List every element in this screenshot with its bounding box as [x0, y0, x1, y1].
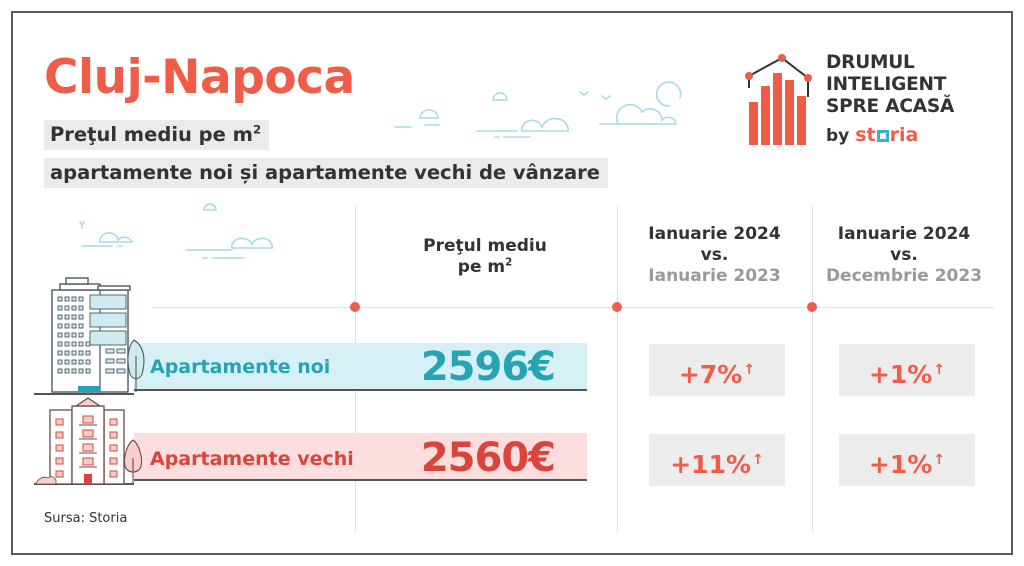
change-yoy-new: +7%↑	[649, 344, 785, 396]
change-value: +1%	[868, 360, 933, 389]
change-yoy-old: +11%↑	[649, 434, 785, 486]
subtitle-price-text: Preţul mediu pe m	[50, 123, 253, 146]
ground-line	[34, 393, 134, 395]
change-value: +7%	[678, 360, 743, 389]
column-header-line: vs.	[700, 245, 729, 265]
arrow-up-icon: ↑	[752, 452, 764, 468]
storia-brand: st ria	[855, 124, 918, 146]
column-header-mom: Ianuarie 2024 vs. Decembrie 2023	[812, 224, 996, 287]
bar-chart-house-icon	[745, 54, 812, 145]
column-header-line: pe m2	[385, 257, 585, 278]
row-label-old: Apartamente vechi	[150, 448, 354, 470]
column-header-price: Preţul mediu pe m2	[385, 236, 585, 278]
superscript: 2	[505, 257, 513, 269]
column-header-line: Preţul mediu	[423, 236, 547, 256]
logo-wordmark: DRUMUL INTELIGENT SPRE ACASĂ	[826, 52, 954, 118]
source-note: Sursa: Storia	[44, 511, 128, 526]
column-header-line: Ianuarie 2024	[837, 224, 971, 244]
subtitle-description: apartamente noi și apartamente vechi de …	[44, 158, 609, 188]
storia-suffix: ria	[889, 124, 919, 146]
row-bar-new	[134, 343, 587, 391]
column-header-text: pe m	[457, 257, 506, 277]
row-label-new: Apartamente noi	[150, 356, 331, 378]
logo-by-storia: by st ria	[826, 124, 918, 146]
column-divider-3	[812, 206, 813, 532]
divider-dot	[350, 302, 360, 312]
column-header-line: vs.	[890, 245, 918, 265]
column-header-line: Ianuarie 2023	[648, 266, 781, 286]
logo-line-3: SPRE ACASĂ	[826, 96, 955, 117]
old-building-icon	[35, 397, 143, 485]
divider-dot	[807, 302, 817, 312]
superscript: 2	[252, 122, 262, 137]
change-mom-old: +1%↑	[839, 434, 975, 486]
price-new: 2596€	[420, 344, 556, 390]
column-header-yoy: Ianuarie 2024 vs. Ianuarie 2023	[617, 224, 812, 287]
column-divider-2	[617, 206, 618, 532]
change-mom-new: +1%↑	[839, 344, 975, 396]
column-header-line: Ianuarie 2024	[648, 224, 781, 244]
city-title: Cluj-Napoca	[44, 50, 355, 105]
arrow-up-icon: ↑	[743, 362, 756, 378]
logo-line-1: DRUMUL	[826, 52, 915, 73]
storia-o-icon	[876, 130, 889, 142]
row-bar-old	[134, 433, 587, 481]
modern-building-icon	[51, 277, 145, 393]
price-old: 2560€	[420, 435, 556, 481]
change-value: +11%	[670, 450, 752, 479]
change-value: +1%	[868, 450, 933, 479]
column-header-line: Decembrie 2023	[825, 266, 983, 286]
divider-dot	[612, 302, 622, 312]
logo-line-2: INTELIGENT	[826, 74, 947, 95]
arrow-up-icon: ↑	[933, 362, 946, 378]
storia-prefix: st	[855, 124, 876, 146]
logo-by-text: by	[826, 126, 850, 146]
subtitle-price: Preţul mediu pe m2	[44, 120, 270, 150]
header-divider	[152, 307, 994, 308]
arrow-up-icon: ↑	[933, 452, 946, 468]
